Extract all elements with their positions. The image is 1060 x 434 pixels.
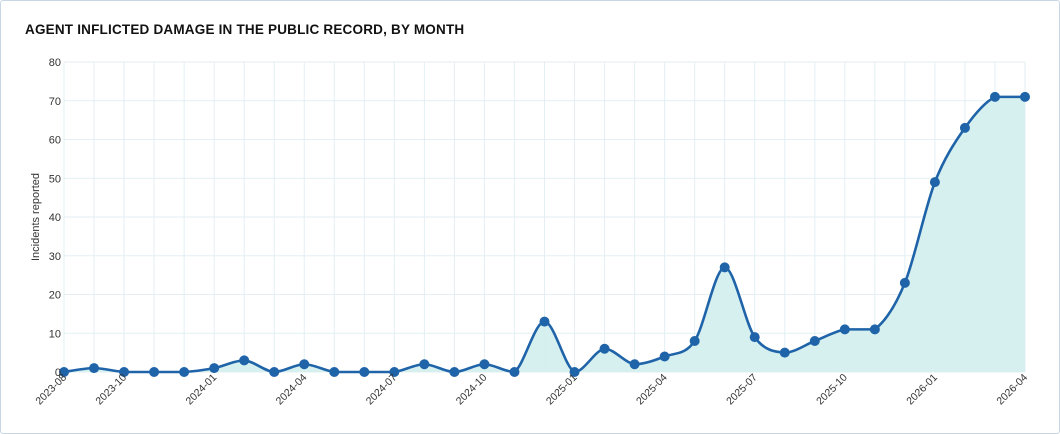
- data-point: [869, 324, 880, 335]
- data-point: [689, 336, 700, 346]
- data-point: [599, 343, 610, 354]
- data-point: [419, 359, 430, 370]
- data-point: [839, 324, 850, 335]
- x-tick-label: 2025-04: [634, 372, 670, 408]
- x-tick-label: 2025-01: [544, 372, 580, 408]
- data-point: [89, 363, 100, 374]
- data-point: [329, 367, 340, 377]
- data-point: [449, 367, 460, 377]
- y-tick-label: 40: [49, 212, 61, 224]
- x-tick-label: 2024-07: [364, 372, 400, 408]
- data-point: [59, 367, 69, 377]
- data-point: [929, 177, 940, 188]
- data-point: [959, 122, 970, 133]
- y-tick-label: 80: [49, 57, 61, 69]
- y-axis-label: Incidents reported: [30, 173, 42, 261]
- y-tick-label: 60: [49, 135, 61, 147]
- area-fill-layer: [64, 96, 1025, 372]
- data-point: [299, 359, 310, 370]
- x-tick-label: 2023-08: [33, 372, 69, 408]
- y-axis-ticks: 0 10 20 30 40 50 60 70 80: [49, 57, 61, 379]
- data-point: [269, 367, 280, 377]
- data-points: [59, 91, 1030, 377]
- x-tick-label: 2026-04: [994, 372, 1030, 408]
- data-point: [779, 347, 790, 358]
- x-tick-label: 2025-10: [814, 372, 850, 408]
- data-point: [149, 367, 160, 377]
- data-point: [719, 262, 730, 273]
- data-point: [899, 277, 910, 288]
- x-tick-label: 2024-10: [454, 372, 490, 408]
- data-point: [569, 367, 580, 377]
- data-point: [359, 367, 370, 377]
- y-tick-label: 50: [49, 173, 61, 185]
- area-fill: [64, 96, 1025, 372]
- data-point: [809, 336, 820, 346]
- data-point: [539, 316, 550, 327]
- data-point: [479, 359, 490, 370]
- x-axis-ticks: 2023-08 2023-10 2024-01 2024-04 2024-07 2024-…: [33, 372, 1030, 408]
- y-tick-label: 20: [49, 290, 61, 302]
- data-point: [989, 91, 1000, 102]
- y-tick-label: 30: [49, 251, 61, 263]
- data-point: [749, 332, 760, 343]
- data-point: [209, 363, 220, 374]
- y-tick-label: 0: [55, 367, 61, 379]
- data-point: [389, 367, 400, 377]
- x-tick-label: 2023-10: [93, 372, 129, 408]
- data-point: [179, 367, 190, 377]
- data-point: [239, 355, 250, 366]
- data-point: [119, 367, 130, 377]
- chart-title: AGENT INFLICTED DAMAGE IN THE PUBLIC REC…: [25, 22, 465, 37]
- data-point: [659, 351, 670, 362]
- data-point: [509, 367, 520, 377]
- data-point: [1020, 91, 1030, 102]
- y-tick-label: 10: [49, 328, 61, 340]
- x-tick-label: 2024-01: [184, 372, 220, 408]
- x-tick-label: 2024-04: [274, 372, 310, 408]
- y-tick-label: 70: [49, 96, 61, 108]
- data-point: [629, 359, 640, 370]
- x-tick-label: 2026-01: [904, 372, 940, 408]
- x-tick-label: 2025-07: [724, 372, 760, 408]
